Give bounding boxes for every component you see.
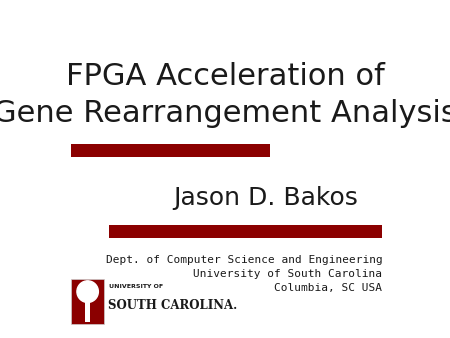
Text: FPGA Acceleration of
Gene Rearrangement Analysis: FPGA Acceleration of Gene Rearrangement … <box>0 62 450 128</box>
Text: SOUTH CAROLINA.: SOUTH CAROLINA. <box>108 299 238 312</box>
Text: Dept. of Computer Science and Engineering
University of South Carolina
Columbia,: Dept. of Computer Science and Engineerin… <box>106 255 382 293</box>
FancyBboxPatch shape <box>71 279 104 324</box>
FancyBboxPatch shape <box>109 225 382 238</box>
Circle shape <box>77 281 99 303</box>
FancyBboxPatch shape <box>71 144 270 157</box>
Text: Jason D. Bakos: Jason D. Bakos <box>173 186 358 210</box>
Text: UNIVERSITY OF: UNIVERSITY OF <box>109 284 163 289</box>
FancyBboxPatch shape <box>85 301 90 322</box>
